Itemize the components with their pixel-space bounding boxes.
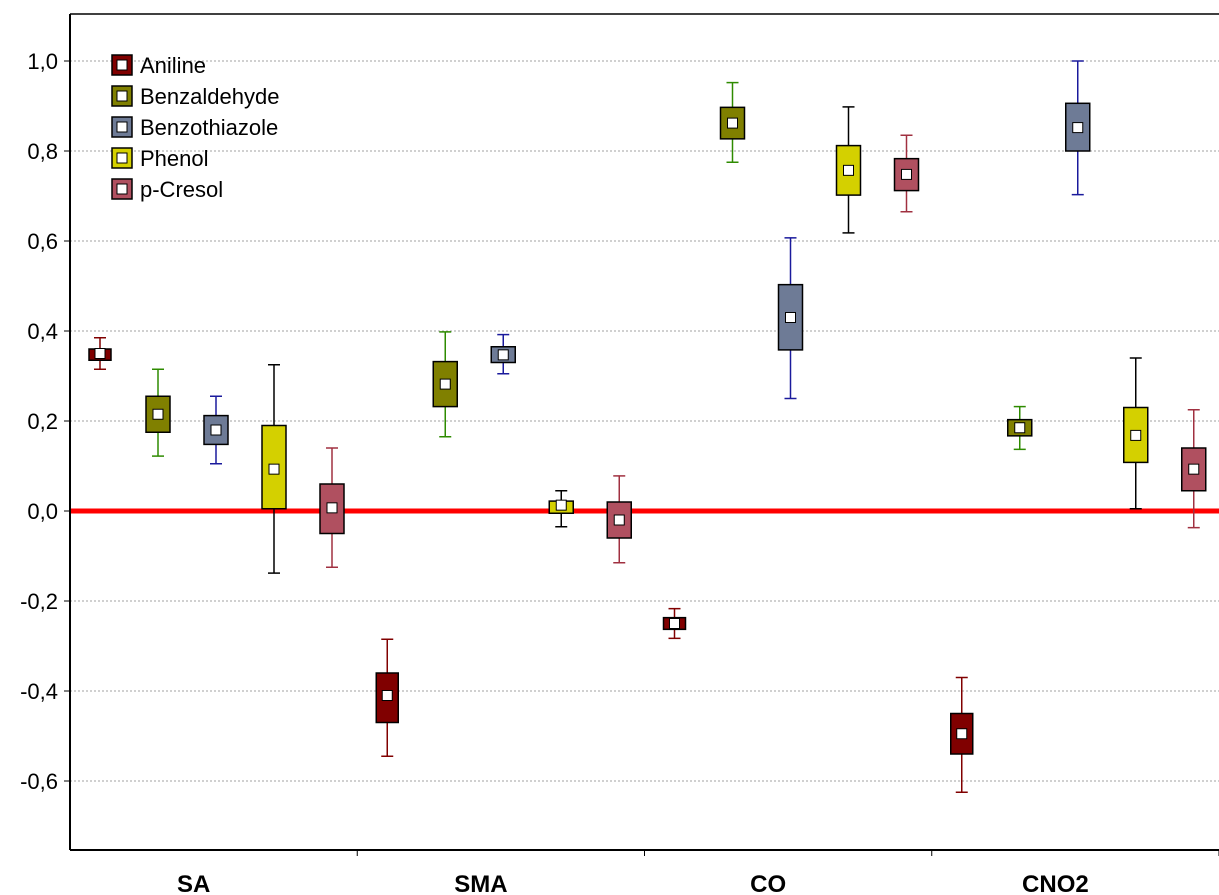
mean-marker: [326, 502, 338, 514]
box-aniline-co: [662, 607, 687, 640]
legend-swatch-marker: [116, 152, 128, 164]
legend-item-aniline: Aniline: [111, 53, 206, 78]
legend-label: Benzothiazole: [140, 115, 278, 140]
mean-marker: [555, 499, 567, 511]
y-tick-label: 0,4: [27, 319, 58, 344]
mean-marker: [439, 378, 451, 390]
y-tick-label: 0,8: [27, 139, 58, 164]
mean-marker: [210, 424, 222, 436]
x-axis-ticks: SA SMA CO CNO2: [177, 850, 1219, 895]
box-p-cresol-co: [893, 134, 920, 213]
mean-marker: [901, 168, 912, 180]
box: [1181, 447, 1207, 492]
legend-label: Phenol: [140, 146, 209, 171]
mean-marker: [94, 348, 106, 359]
mean-marker: [152, 408, 164, 420]
mean-marker: [497, 349, 509, 361]
legend-swatch-marker: [116, 59, 128, 71]
box-benzothiazole-cno2: [1065, 60, 1091, 196]
mean-marker: [727, 117, 738, 129]
box-benzaldehyde-cno2: [1007, 405, 1033, 451]
x-tick-label: SMA: [454, 871, 507, 895]
box-p-cresol-sma: [606, 475, 632, 564]
mean-marker: [1130, 429, 1142, 441]
legend-item-benzaldehyde: Benzaldehyde: [111, 84, 279, 109]
x-tick-label: SA: [177, 871, 210, 895]
x-tick-label: CNO2: [1022, 871, 1089, 895]
box-benzothiazole-sa: [203, 395, 229, 465]
box-aniline-sma: [375, 638, 399, 757]
legend-swatch-marker: [116, 90, 128, 102]
box-phenol-co: [835, 106, 862, 234]
box-benzothiazole-sma: [490, 333, 516, 375]
mean-marker: [1072, 122, 1084, 134]
box-benzothiazole-co: [777, 237, 804, 400]
box-aniline-cno2: [950, 676, 974, 793]
box-phenol-sma: [548, 490, 574, 528]
gridlines: [70, 60, 1219, 782]
boxes-layer: [88, 60, 1207, 793]
y-tick-label: -0,4: [20, 679, 58, 704]
y-tick-label: -0,2: [20, 589, 58, 614]
legend-swatch-marker: [116, 121, 128, 133]
legend-label: Benzaldehyde: [140, 84, 279, 109]
box: [261, 424, 287, 510]
box-benzaldehyde-co: [719, 81, 746, 163]
x-tick-label: CO: [750, 871, 786, 895]
y-tick-label: 1,0: [27, 49, 58, 74]
mean-marker: [956, 728, 968, 740]
mean-marker: [843, 164, 854, 176]
legend-swatch-marker: [116, 183, 128, 195]
mean-marker: [1188, 463, 1200, 475]
mean-marker: [613, 514, 625, 526]
y-tick-label: 0,2: [27, 409, 58, 434]
box: [319, 483, 345, 535]
mean-marker: [381, 690, 393, 701]
y-tick-label: 0,0: [27, 499, 58, 524]
y-tick-label: -0,6: [20, 769, 58, 794]
box-phenol-sa: [261, 364, 287, 574]
legend-item-p-cresol: p-Cresol: [111, 177, 223, 202]
box: [893, 157, 920, 192]
legend-item-phenol: Phenol: [111, 146, 209, 171]
mean-marker: [1014, 422, 1026, 434]
y-axis-ticks: 1,0 0,8 0,6 0,4 0,2 0,0 -0,2 -0,4 -0,6: [20, 49, 70, 794]
mean-marker: [785, 312, 796, 323]
box-p-cresol-cno2: [1181, 409, 1207, 529]
box-aniline-sa: [88, 337, 112, 370]
mean-marker: [268, 463, 280, 475]
box-benzaldehyde-sma: [432, 331, 458, 438]
box-benzaldehyde-sa: [145, 368, 171, 457]
legend-item-benzothiazole: Benzothiazole: [111, 115, 278, 140]
mean-marker: [669, 618, 680, 629]
y-tick-label: 0,6: [27, 229, 58, 254]
box-phenol-cno2: [1123, 357, 1149, 510]
box-p-cresol-sa: [319, 447, 345, 568]
legend-label: Aniline: [140, 53, 206, 78]
legend: Aniline Benzaldehyde Benzothiazole Phenol p-…: [111, 53, 279, 202]
legend-label: p-Cresol: [140, 177, 223, 202]
